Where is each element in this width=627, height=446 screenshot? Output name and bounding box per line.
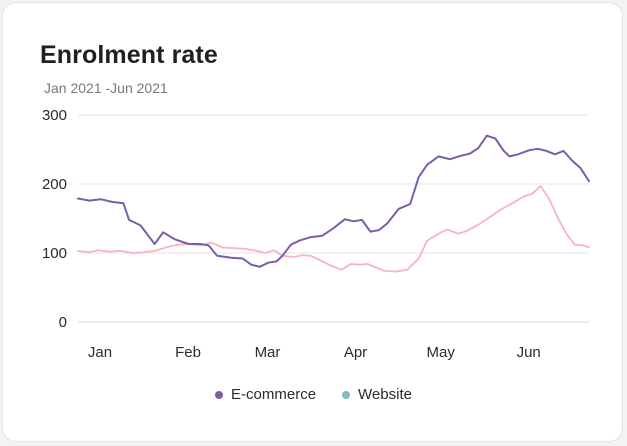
chart-legend: E-commerce Website <box>0 386 627 403</box>
legend-swatch <box>342 390 351 399</box>
y-tick-label: 100 <box>42 245 67 262</box>
chart-card: Enrolment rate Jan 2021 -Jun 2021 <box>2 2 623 442</box>
y-tick-label: 300 <box>42 107 67 124</box>
x-tick-label: Jan <box>88 344 112 361</box>
y-tick-label: 0 <box>59 314 67 331</box>
series-line-website <box>77 185 590 273</box>
chart-title: Enrolment rate <box>40 41 218 69</box>
legend-swatch <box>215 390 224 399</box>
chart-subtitle: Jan 2021 -Jun 2021 <box>44 80 168 96</box>
x-tick-label: Jun <box>517 344 541 361</box>
legend-item-e-commerce[interactable]: E-commerce <box>215 386 316 403</box>
x-tick-label: Mar <box>255 344 281 361</box>
x-tick-label: Apr <box>344 344 367 361</box>
y-tick-label: 200 <box>42 176 67 193</box>
legend-label: E-commerce <box>231 386 317 403</box>
legend-label: Website <box>358 386 412 403</box>
legend-item-website[interactable]: Website <box>342 386 412 403</box>
x-tick-label: May <box>426 344 455 361</box>
series-line-e-commerce <box>77 134 590 268</box>
x-tick-label: Feb <box>175 344 201 361</box>
